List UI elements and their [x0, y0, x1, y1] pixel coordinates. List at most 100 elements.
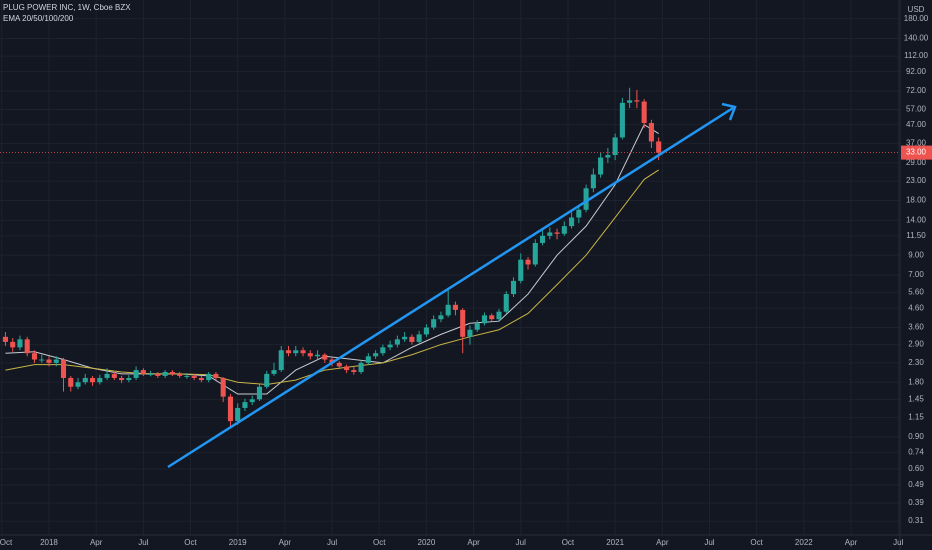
y-tick-label: 1.15	[908, 413, 924, 422]
y-tick-label: 7.00	[908, 270, 924, 279]
candle-body	[126, 377, 132, 381]
candle-body	[206, 373, 212, 381]
candle-body	[60, 359, 67, 378]
x-tick-label: Oct	[562, 538, 575, 547]
x-tick-label: Oct	[750, 538, 763, 547]
candle-body	[119, 377, 125, 381]
chart-title: PLUG POWER INC, 1W, Cboe BZX	[3, 3, 131, 12]
x-tick-label: 2018	[40, 538, 58, 547]
candle-body	[351, 370, 357, 372]
candle-body	[590, 174, 596, 189]
candle-body	[242, 402, 248, 408]
candle-body	[97, 377, 103, 383]
candle-body	[373, 353, 379, 357]
candle-body	[75, 382, 81, 387]
candle-body	[184, 375, 190, 377]
candle-body	[264, 373, 270, 387]
candle-body	[256, 386, 263, 400]
y-tick-label: 37.00	[906, 139, 927, 148]
candle-body	[271, 370, 277, 374]
trend-arrow-head	[721, 102, 737, 121]
y-tick-label: 1.45	[908, 394, 924, 403]
candle-body	[148, 373, 154, 375]
y-tick-label: 47.00	[906, 120, 927, 129]
candle-body	[300, 350, 306, 354]
candle-body	[177, 373, 183, 376]
x-tick-label: Jul	[893, 538, 903, 547]
indicator-label: EMA 20/50/100/200	[3, 14, 74, 23]
candle-body	[467, 329, 473, 337]
candle-body	[460, 309, 466, 337]
last-price-label: 33.00	[906, 148, 927, 157]
candle-body	[293, 350, 299, 354]
y-tick-label: 29.00	[906, 158, 927, 167]
candle-body	[2, 336, 8, 342]
candle-body	[249, 399, 255, 403]
y-tick-label: 9.00	[908, 250, 924, 259]
y-tick-label: 72.00	[906, 86, 927, 95]
candle-body	[489, 315, 495, 320]
candle-body	[394, 339, 400, 345]
candle-body	[10, 341, 16, 348]
candle-body	[220, 377, 226, 397]
y-tick-label: 112.00	[904, 51, 928, 60]
y-tick-label: 92.00	[906, 67, 927, 76]
candle-body	[155, 373, 161, 376]
x-tick-label: Jul	[516, 538, 526, 547]
candle-body	[213, 373, 219, 378]
x-tick-label: Apr	[467, 538, 480, 547]
candle-body	[104, 373, 110, 378]
candle-body	[344, 366, 350, 371]
candle-body	[336, 362, 342, 367]
x-tick-label: Apr	[279, 538, 292, 547]
candle-body	[416, 334, 422, 342]
candle-body	[627, 100, 633, 103]
candle-body	[445, 304, 451, 316]
plot	[0, 87, 900, 428]
candle-body	[39, 359, 45, 361]
candle-body	[235, 407, 241, 422]
last-price-tag	[901, 145, 932, 160]
y-tick-label: 0.49	[908, 480, 924, 489]
candle-body	[198, 377, 204, 381]
candle-body	[315, 354, 321, 357]
x-tick-label: 2020	[418, 538, 436, 547]
y-tick-label: 1.80	[908, 377, 924, 386]
currency: USD	[908, 5, 925, 14]
x-tick-label: Oct	[0, 538, 13, 547]
candle-body	[452, 304, 458, 310]
candle-body	[525, 259, 531, 265]
x-tick-label: Apr	[656, 538, 669, 547]
candle-body	[641, 101, 647, 124]
y-tick-label: 0.90	[908, 432, 924, 441]
x-tick-label: Jul	[138, 538, 148, 547]
candle-body	[68, 377, 74, 387]
candle-body	[438, 315, 444, 320]
y-tick-label: 140.00	[904, 34, 929, 43]
y-tick-label: 0.31	[908, 516, 924, 525]
y-tick-label: 18.00	[906, 196, 927, 205]
candle-body	[31, 353, 38, 360]
candle-body	[474, 323, 480, 330]
candle-body	[423, 327, 429, 335]
y-tick-label: 5.60	[908, 288, 924, 297]
candle-body	[656, 141, 662, 153]
x-tick-label: Jul	[704, 538, 714, 547]
candle-body	[380, 347, 386, 354]
candle-body	[111, 373, 117, 378]
candle-body	[554, 232, 560, 234]
x-tick-label: Jul	[327, 538, 337, 547]
candle-body	[90, 377, 96, 383]
x-tick-label: 2019	[229, 538, 247, 547]
candle-body	[547, 232, 553, 236]
y-tick-label: 2.90	[908, 340, 924, 349]
candle-body	[162, 371, 168, 376]
candle-body	[227, 396, 233, 422]
y-tick-label: 180.00	[904, 14, 929, 23]
candle-body	[612, 137, 618, 156]
candle-body	[322, 354, 328, 360]
x-tick-label: Oct	[184, 538, 197, 547]
x-tick-label: 2021	[606, 538, 624, 547]
candle-body	[576, 209, 582, 218]
candle-body	[518, 259, 524, 281]
